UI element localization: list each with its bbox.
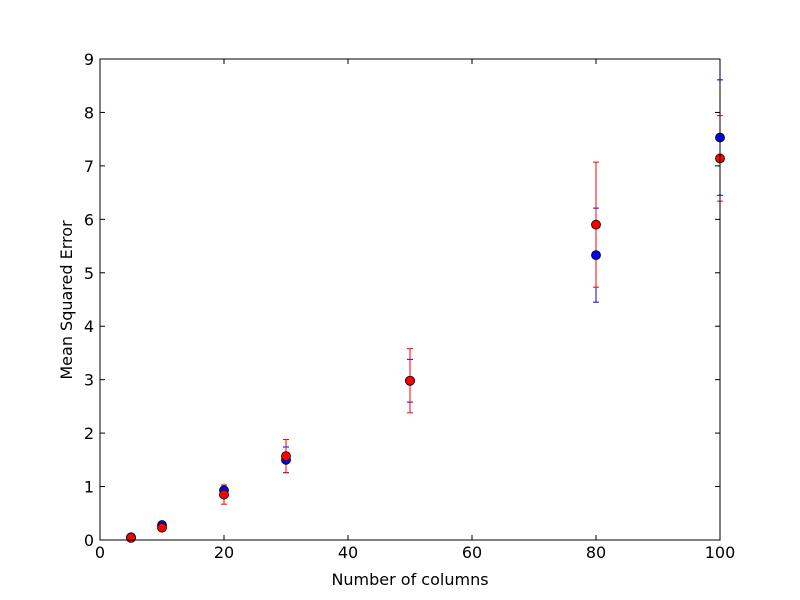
data-point (219, 489, 229, 500)
y-tick-label: 0 (84, 531, 94, 550)
y-tick-label: 2 (84, 424, 94, 443)
data-point (591, 219, 601, 230)
x-tick-label: 80 (586, 543, 606, 562)
data-point (157, 522, 167, 533)
y-tick-label: 4 (84, 317, 94, 336)
data-point (405, 375, 415, 386)
x-tick-label: 100 (705, 543, 736, 562)
y-tick-label: 7 (84, 157, 94, 176)
y-tick-label: 6 (84, 210, 94, 229)
y-tick-label: 1 (84, 478, 94, 497)
axes: 0 20 40 60 80 100 0 1 2 3 4 5 6 7 8 9 (84, 50, 735, 562)
x-tick-label: 0 (95, 543, 105, 562)
y-tick-label: 9 (84, 50, 94, 69)
x-tick-label: 40 (338, 543, 358, 562)
x-axis-label: Number of columns (331, 570, 488, 589)
y-tick-label: 8 (84, 103, 94, 122)
axes-frame (99, 58, 721, 541)
y-tick-label: 3 (84, 371, 94, 390)
data-point (591, 250, 601, 261)
data-point (126, 532, 136, 543)
data-point (281, 451, 291, 461)
x-tick-label: 20 (214, 543, 234, 562)
y-axis-label: Mean Squared Error (57, 220, 76, 380)
y-tick-label: 5 (84, 264, 94, 283)
x-tick-label: 60 (462, 543, 482, 562)
